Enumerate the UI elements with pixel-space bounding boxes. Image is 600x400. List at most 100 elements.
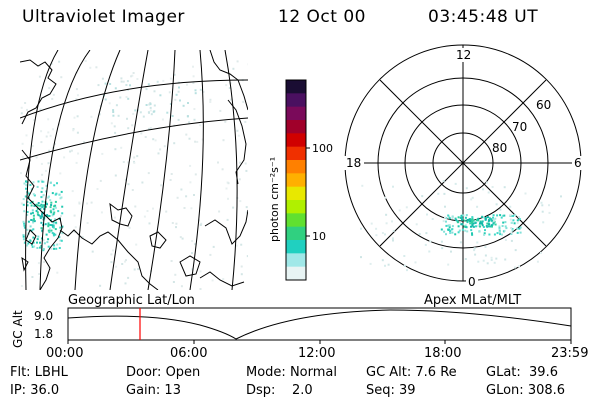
emission-pixel	[147, 83, 150, 86]
emission-pixel	[23, 224, 26, 227]
emission-pixel	[52, 208, 55, 211]
emission-pixel	[471, 232, 473, 235]
emission-pixel	[179, 99, 181, 102]
emission-pixel	[47, 162, 50, 165]
emission-pixel	[49, 227, 51, 230]
emission-pixel	[112, 111, 115, 113]
emission-pixel	[27, 220, 30, 223]
mlt-label-12: 12	[456, 48, 471, 62]
emission-pixel	[387, 263, 390, 266]
emission-pixel	[133, 156, 136, 159]
emission-pixel	[449, 230, 451, 233]
emission-pixel	[47, 225, 50, 228]
emission-pixel	[192, 75, 195, 78]
emission-pixel	[131, 189, 134, 191]
emission-pixel	[482, 226, 485, 228]
emission-pixel	[130, 75, 133, 78]
emission-pixel	[152, 110, 155, 113]
emission-pixel	[444, 205, 446, 208]
emission-pixel	[41, 195, 44, 198]
emission-pixel	[484, 229, 486, 232]
emission-pixel	[457, 225, 460, 228]
emission-pixel	[242, 100, 245, 103]
emission-pixel	[73, 230, 76, 233]
emission-pixel	[39, 241, 41, 244]
emission-pixel	[55, 247, 58, 250]
mlt-label-18: 18	[346, 156, 361, 170]
emission-pixel	[519, 231, 522, 234]
emission-pixel	[41, 229, 44, 232]
emission-pixel	[514, 249, 517, 252]
emission-pixel	[501, 233, 503, 236]
emission-pixel	[496, 214, 499, 217]
emission-pixel	[32, 181, 35, 184]
emission-pixel	[52, 221, 55, 224]
emission-pixel	[229, 98, 232, 101]
emission-pixel	[90, 201, 93, 204]
emission-pixel	[459, 221, 461, 224]
emission-pixel	[191, 240, 194, 242]
emission-pixel	[160, 184, 163, 187]
emission-pixel	[26, 204, 29, 207]
emission-pixel	[52, 213, 55, 216]
emission-pixel	[510, 232, 513, 235]
emission-pixel	[104, 82, 107, 85]
emission-pixel	[104, 98, 107, 101]
emission-pixel	[424, 243, 427, 246]
emission-pixel	[463, 219, 466, 222]
emission-pixel	[494, 217, 497, 220]
emission-pixel	[47, 131, 50, 134]
emission-pixel	[149, 103, 152, 106]
status-glon: GLon: 308.6	[486, 383, 566, 398]
emission-pixel	[25, 180, 27, 183]
emission-pixel	[50, 62, 53, 65]
emission-pixel	[50, 247, 53, 250]
emission-pixel	[199, 288, 202, 290]
emission-pixel	[199, 124, 202, 127]
emission-pixel	[209, 253, 212, 256]
emission-pixel	[169, 103, 172, 105]
emission-pixel	[127, 97, 130, 100]
emission-pixel	[42, 249, 45, 252]
emission-pixel	[461, 228, 464, 231]
color-scale-cell	[286, 200, 306, 214]
emission-pixel	[43, 204, 46, 207]
emission-pixel	[147, 172, 150, 175]
emission-pixel	[26, 211, 29, 213]
emission-pixel	[451, 228, 454, 231]
emission-pixel	[493, 233, 496, 236]
emission-pixel	[495, 257, 498, 260]
emission-pixel	[22, 220, 25, 223]
emission-pixel	[194, 89, 197, 92]
emission-pixel	[32, 236, 35, 239]
emission-pixel	[219, 109, 222, 112]
emission-pixel	[391, 237, 394, 240]
emission-pixel	[426, 213, 428, 216]
emission-pixel	[56, 243, 59, 246]
emission-pixel	[392, 229, 395, 232]
emission-pixel	[485, 181, 488, 184]
emission-pixel	[84, 60, 87, 62]
emission-pixel	[135, 243, 138, 246]
emission-pixel	[45, 205, 47, 208]
emission-pixel	[42, 194, 45, 197]
emission-pixel	[171, 222, 174, 224]
emission-pixel	[472, 219, 475, 222]
emission-pixel	[492, 216, 494, 219]
emission-pixel	[72, 128, 75, 131]
mlt-label-6: 6	[574, 156, 582, 170]
emission-pixel	[442, 220, 445, 223]
emission-pixel	[139, 111, 142, 114]
emission-pixel	[457, 231, 460, 234]
emission-pixel	[43, 242, 46, 245]
emission-pixel	[114, 174, 117, 177]
time-tick-0000: 00:00	[46, 346, 84, 361]
emission-pixel	[480, 222, 483, 225]
emission-pixel	[23, 210, 26, 213]
emission-pixel	[482, 188, 485, 191]
emission-pixel	[128, 226, 131, 229]
emission-pixel	[391, 220, 393, 223]
emission-pixel	[479, 225, 481, 228]
emission-pixel	[42, 204, 45, 207]
